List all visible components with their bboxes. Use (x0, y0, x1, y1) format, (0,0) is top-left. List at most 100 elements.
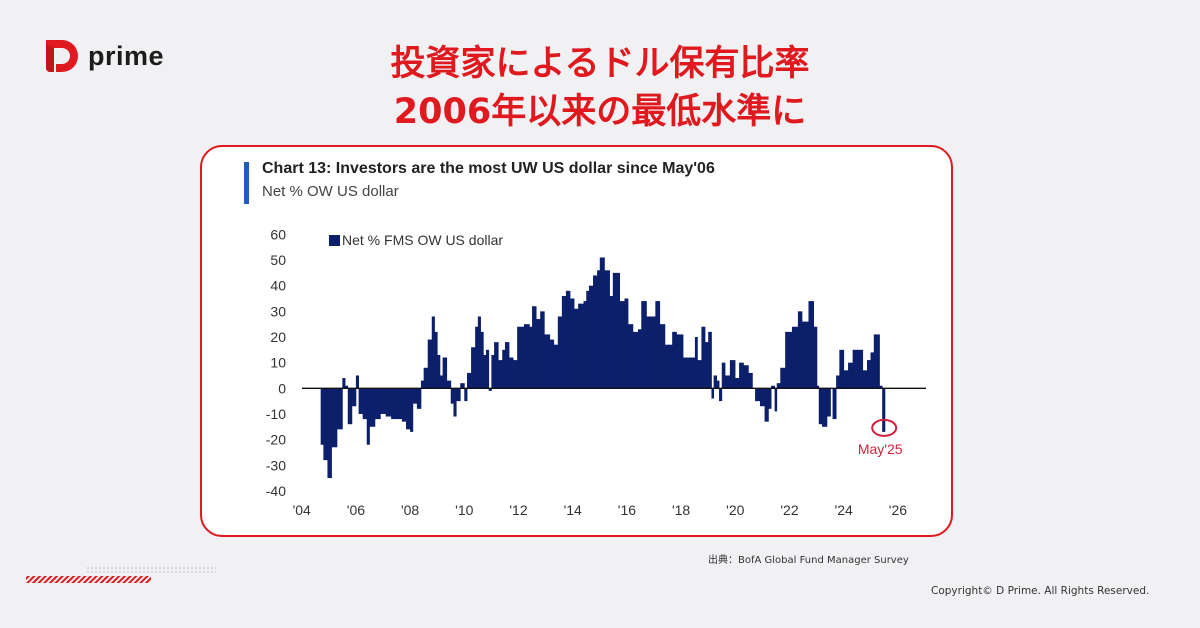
x-tick-label: '04 (293, 502, 311, 518)
bar (641, 301, 647, 389)
bar (396, 388, 403, 420)
bar (822, 388, 828, 427)
bar (627, 324, 634, 389)
bar (808, 301, 815, 389)
bar (832, 388, 837, 420)
bar (536, 319, 541, 389)
headline-line-2: 2006年以来の最低水準に (393, 92, 807, 132)
bar (347, 388, 353, 425)
bar (502, 349, 506, 389)
bar (342, 378, 346, 389)
x-tick-label: '24 (835, 502, 853, 518)
bar (467, 372, 472, 389)
bar (873, 334, 880, 389)
bar (565, 290, 571, 389)
bar (477, 316, 481, 389)
bar (659, 324, 666, 389)
bar (771, 385, 775, 389)
bar (517, 326, 525, 389)
y-tick-label: -40 (266, 483, 286, 499)
bar (513, 360, 518, 389)
bar (764, 388, 769, 422)
y-tick-label: 10 (270, 355, 286, 371)
chart-title-accent (244, 162, 249, 204)
bar (816, 385, 820, 389)
bar (561, 295, 567, 389)
bar (331, 388, 338, 448)
bar (619, 301, 625, 389)
bar (588, 285, 594, 389)
y-tick-label: 20 (270, 329, 286, 345)
bar (320, 388, 324, 445)
bar (374, 388, 381, 420)
bar (586, 290, 590, 389)
bar (488, 388, 492, 391)
bar (460, 383, 465, 389)
bar (416, 388, 422, 409)
bar (624, 298, 629, 389)
bar (532, 306, 537, 389)
bar (491, 354, 495, 389)
bar (711, 388, 715, 399)
bar (739, 362, 744, 389)
chart-title: Chart 13: Investors are the most UW US d… (262, 160, 715, 177)
bar (336, 388, 343, 430)
bar (797, 311, 803, 389)
x-tick-label: '06 (347, 502, 365, 518)
bar (862, 370, 868, 389)
bar (540, 311, 545, 389)
x-tick-label: '16 (618, 502, 636, 518)
bar (848, 362, 854, 389)
bar (439, 375, 444, 389)
bar (701, 326, 706, 389)
bar (719, 388, 723, 402)
bar (431, 316, 435, 389)
source-note: 出典：BofA Global Fund Manager Survey (708, 555, 909, 566)
bar (574, 308, 579, 389)
x-tick-label: '18 (672, 502, 690, 518)
bar (708, 331, 712, 389)
bar (544, 334, 551, 389)
bar (355, 375, 360, 389)
bar (791, 326, 799, 389)
bar (697, 360, 702, 389)
x-tick-label: '08 (401, 502, 419, 518)
bar (494, 342, 499, 389)
brand-logo: prime (42, 36, 164, 76)
y-tick-label: -20 (266, 432, 286, 448)
y-tick-label: 30 (270, 303, 286, 319)
bar (475, 326, 479, 389)
bar (456, 388, 461, 402)
bar (569, 298, 575, 389)
decorative-stripes (26, 566, 216, 583)
bar (776, 383, 781, 389)
bar (410, 388, 414, 432)
bar (593, 275, 598, 389)
bar (446, 380, 452, 389)
bar (578, 303, 584, 389)
bar (839, 349, 845, 389)
bar (632, 331, 639, 389)
bar (480, 331, 484, 389)
bar (450, 388, 454, 404)
bar (616, 272, 620, 389)
bar (553, 344, 559, 389)
bar (358, 388, 364, 414)
bar (471, 347, 476, 389)
bar (676, 334, 684, 389)
bar (826, 388, 831, 417)
y-tick-label: 50 (270, 252, 286, 268)
bar (366, 388, 370, 445)
bar (672, 331, 677, 389)
bar (721, 362, 726, 389)
bar (774, 388, 778, 412)
bar (655, 301, 661, 389)
legend-label: Net % FMS OW US dollar (342, 232, 503, 248)
x-tick-label: '14 (564, 502, 582, 518)
y-tick-label: 0 (278, 380, 286, 396)
bar (597, 270, 601, 389)
bar (483, 354, 487, 389)
bar (509, 357, 514, 389)
bar (412, 388, 418, 404)
bar (870, 352, 875, 389)
